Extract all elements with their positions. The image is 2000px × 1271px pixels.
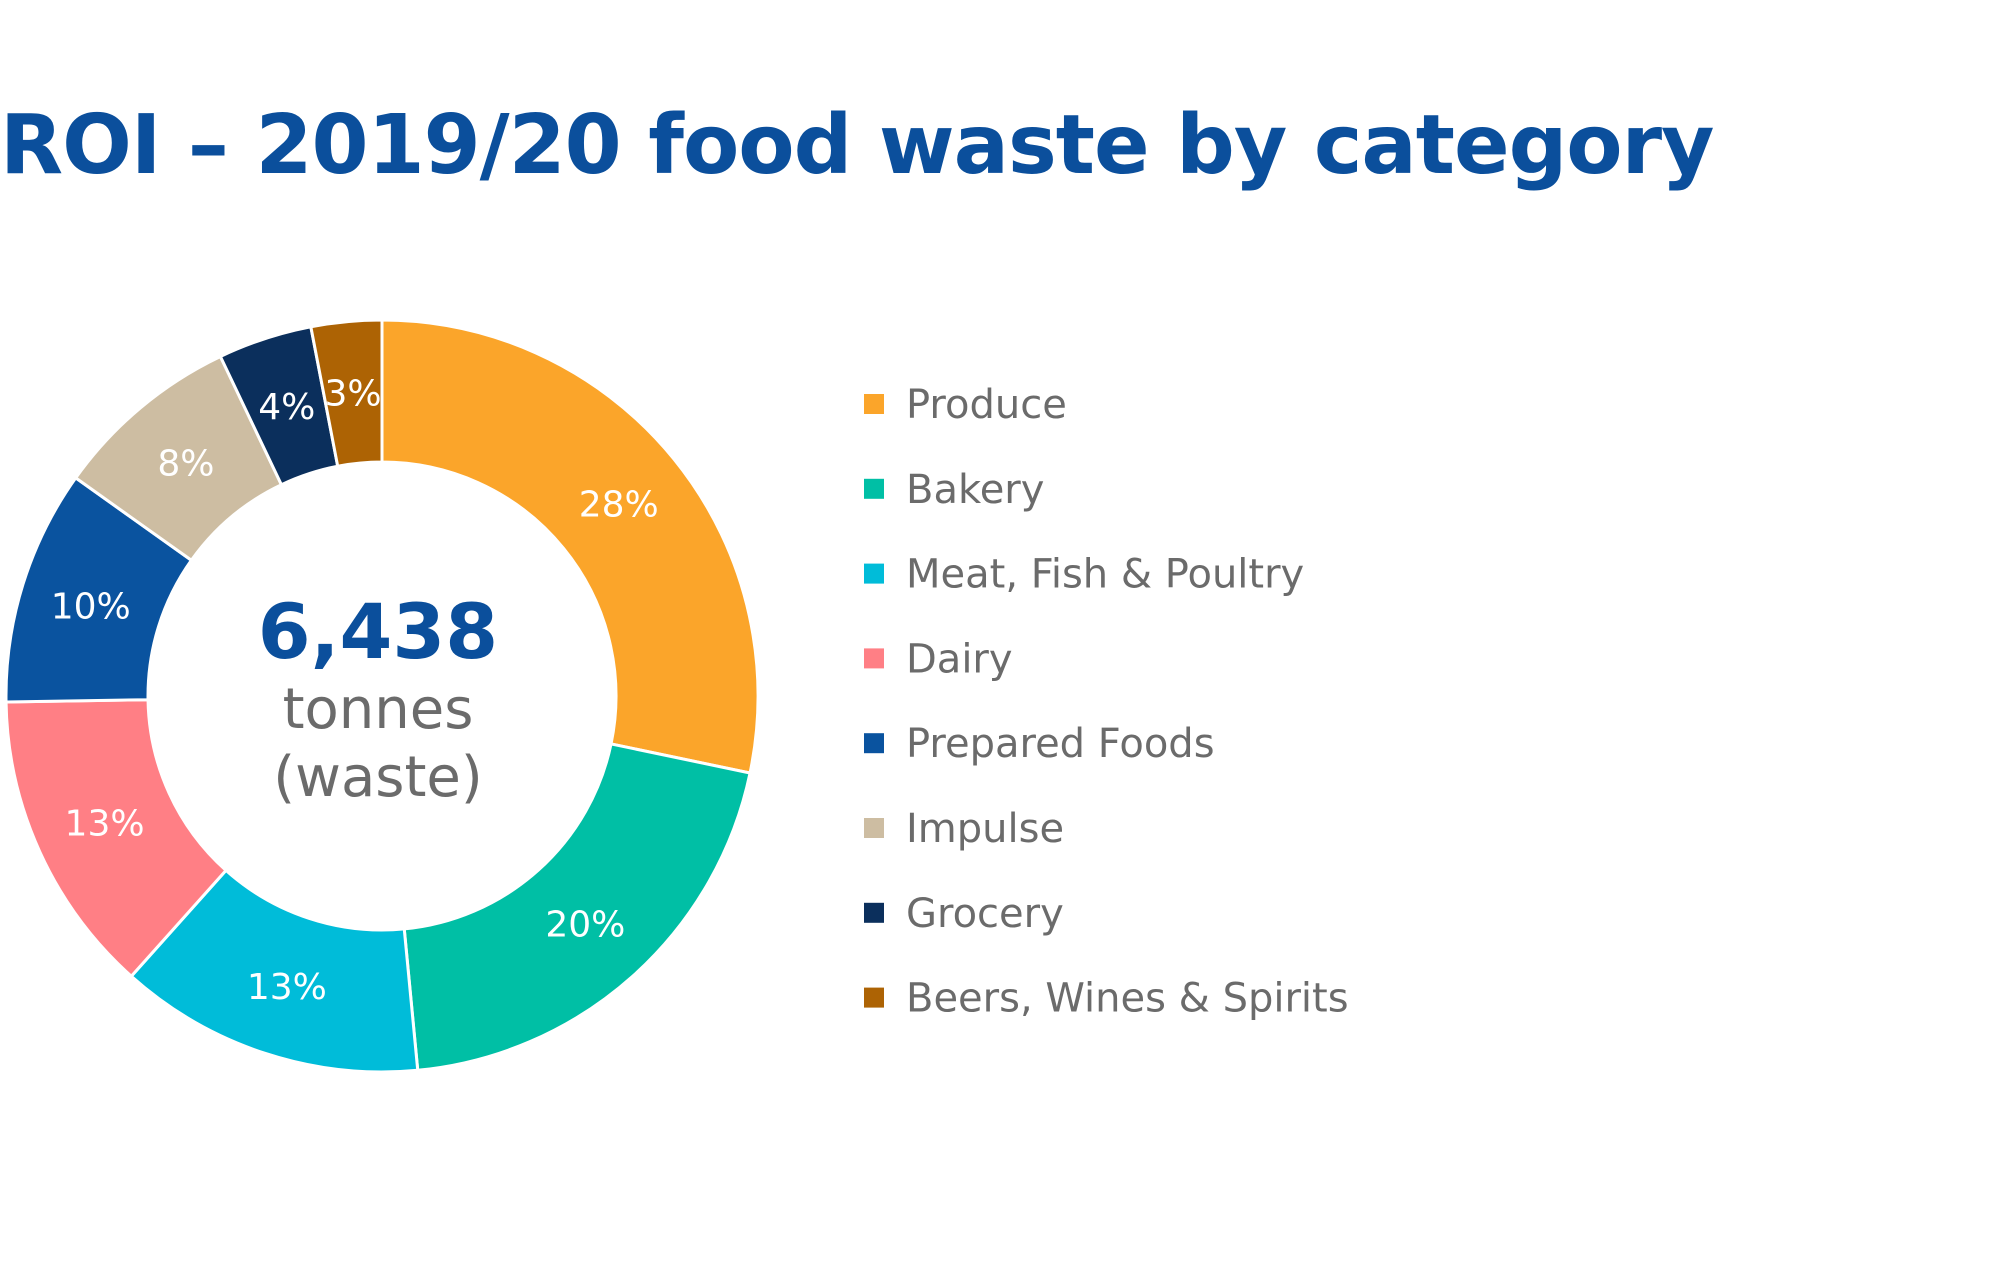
legend-swatch-beers-wines-and-spirits xyxy=(864,987,884,1008)
slice-produce xyxy=(380,318,760,775)
legend-label-prepared-foods: Prepared Foods xyxy=(906,721,1215,767)
legend-item-prepared-foods: Prepared Foods xyxy=(864,721,1215,767)
center-unit-line1: tonnes xyxy=(283,677,474,742)
slice-label-grocery: 4% xyxy=(258,387,315,428)
legend-item-produce: Produce xyxy=(864,382,1067,428)
slice-label-impulse: 8% xyxy=(157,443,214,484)
slice-beers-wines-and-spirits xyxy=(309,318,384,468)
slice-label-produce: 28% xyxy=(579,485,659,526)
slice-label-beers-wines-and-spirits: 3% xyxy=(324,373,381,414)
legend-swatch-impulse xyxy=(864,818,884,838)
donut-slice-labels: 28% 20% 13% 13% 10% 8% 4% 3% xyxy=(51,373,659,1007)
legend-item-meat-fish-and-poultry: Meat, Fish & Poultry xyxy=(864,552,1304,598)
legend-swatch-prepared-foods xyxy=(864,733,884,754)
slice-label-bakery: 20% xyxy=(545,904,625,945)
slice-label-meat-fish-and-poultry: 13% xyxy=(247,967,327,1008)
legend-label-beers-wines-and-spirits: Beers, Wines & Spirits xyxy=(906,976,1349,1022)
legend-label-dairy: Dairy xyxy=(906,636,1013,682)
legend-swatch-bakery xyxy=(864,478,884,499)
slice-label-dairy: 13% xyxy=(65,804,145,845)
legend-item-impulse: Impulse xyxy=(864,806,1064,852)
legend-swatch-dairy xyxy=(864,648,884,669)
center-total-value: 6,438 xyxy=(258,587,498,676)
legend-label-grocery: Grocery xyxy=(906,891,1064,937)
legend-swatch-grocery xyxy=(864,902,884,923)
legend-item-dairy: Dairy xyxy=(864,636,1013,682)
legend-item-bakery: Bakery xyxy=(864,467,1044,513)
legend-label-produce: Produce xyxy=(906,382,1067,428)
legend-item-beers-wines-and-spirits: Beers, Wines & Spirits xyxy=(864,976,1349,1022)
legend-item-grocery: Grocery xyxy=(864,891,1064,937)
legend-swatch-meat-fish-and-poultry xyxy=(864,563,884,584)
donut-center: 6,438 tonnes (waste) xyxy=(258,587,498,810)
slice-bakery xyxy=(402,742,752,1072)
legend: Produce Bakery Meat, Fish & Poultry Dairy Pr… xyxy=(864,382,1349,1022)
donut-slices xyxy=(4,318,760,1074)
legend-swatch-produce xyxy=(864,394,884,414)
legend-label-impulse: Impulse xyxy=(906,806,1064,852)
chart-title: ROI – 2019/20 food waste by category xyxy=(0,98,1715,193)
legend-label-bakery: Bakery xyxy=(906,467,1044,513)
slice-label-prepared-foods: 10% xyxy=(51,586,131,627)
center-unit-line2: (waste) xyxy=(273,745,482,810)
legend-label-meat-fish-and-poultry: Meat, Fish & Poultry xyxy=(906,552,1304,598)
